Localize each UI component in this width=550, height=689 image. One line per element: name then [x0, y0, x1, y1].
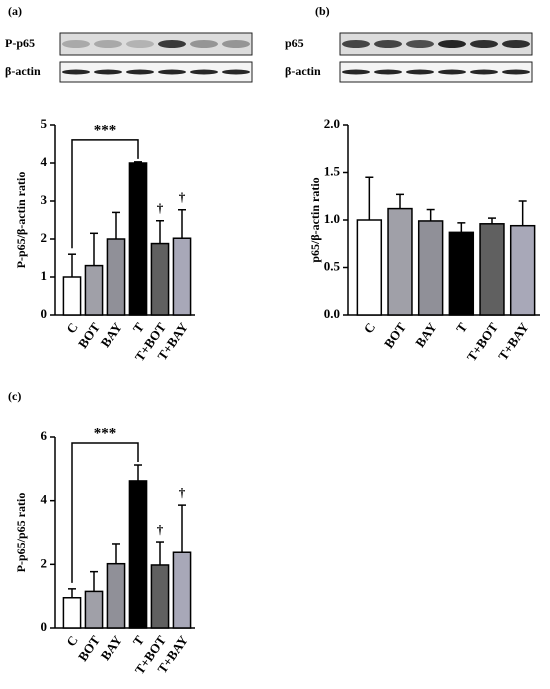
x-tick-label: T+BAY [495, 319, 532, 363]
blot-label: β-actin [285, 64, 321, 78]
blot-band [190, 69, 218, 75]
blot-band [342, 40, 370, 48]
bar [62, 597, 82, 629]
blot-label: β-actin [5, 64, 41, 78]
y-tick-label: 4 [41, 492, 48, 507]
significance-bracket [71, 442, 139, 583]
y-tick-label: 1 [41, 268, 48, 283]
significance-label: † [157, 522, 164, 537]
y-axis-label: P-p65/β-actin ratio [14, 172, 28, 269]
blot-band [470, 40, 498, 48]
bar [84, 590, 104, 629]
y-tick-label: 0 [41, 619, 48, 634]
blot-background [59, 32, 253, 56]
bar [128, 480, 148, 629]
bar [172, 237, 192, 316]
bar [387, 207, 413, 316]
blot-band [470, 69, 498, 75]
bar [356, 219, 383, 316]
blot-background [59, 61, 253, 83]
x-tick-label: T [130, 320, 147, 336]
y-tick-label: 0.0 [324, 306, 340, 321]
x-tick-label: C [361, 320, 379, 336]
blot-band [62, 40, 90, 48]
x-tick-label: BOT [75, 320, 103, 351]
y-tick-label: 2 [41, 230, 48, 245]
x-tick-label: BAY [98, 632, 126, 663]
blot-band [502, 40, 530, 48]
blot-background [339, 61, 533, 83]
bar [106, 238, 126, 316]
significance-label: † [179, 485, 186, 500]
bar [106, 562, 126, 629]
y-tick-label: 1.0 [324, 211, 340, 226]
x-tick-label: T [453, 320, 470, 336]
blot-band [342, 69, 370, 75]
bar [509, 224, 536, 316]
significance-label: *** [94, 122, 117, 138]
bar [150, 564, 170, 629]
x-tick-label: BAY [412, 319, 440, 350]
blot-band [158, 69, 186, 75]
x-tick-label: BOT [381, 320, 409, 351]
y-tick-label: 2.0 [324, 116, 340, 131]
blot-band [190, 40, 218, 48]
y-axis-label: p65/β-actin ratio [308, 177, 322, 262]
blot-band [62, 69, 90, 75]
y-tick-label: 6 [41, 428, 48, 443]
significance-label: † [179, 190, 186, 205]
x-tick-label: C [63, 633, 81, 649]
bar [417, 220, 444, 316]
bar [479, 223, 505, 316]
blot-band [222, 69, 250, 75]
blot-band [374, 40, 402, 48]
blot-label: p65 [285, 36, 304, 50]
panel-label: (b) [315, 4, 330, 18]
significance-bracket [71, 139, 139, 249]
bar [128, 162, 148, 316]
x-tick-label: BOT [75, 633, 103, 664]
blot-background [339, 32, 533, 56]
y-tick-label: 0 [41, 306, 48, 321]
blot-band [438, 69, 466, 75]
panel-label: (c) [8, 389, 21, 403]
blot-band [126, 69, 154, 75]
bar [172, 551, 192, 629]
blot-band [94, 69, 122, 75]
x-tick-label: C [63, 320, 81, 336]
x-tick-label: T [130, 633, 147, 649]
y-tick-label: 2 [41, 555, 48, 570]
blot-band [94, 40, 122, 48]
blot-band [374, 69, 402, 75]
blot-band [158, 40, 186, 48]
y-tick-label: 5 [41, 116, 48, 131]
blot-band [126, 40, 154, 48]
y-axis-label: P-p65/p65 ratio [14, 493, 28, 573]
x-tick-label: T+BOT [464, 320, 501, 365]
panel-label: (a) [8, 4, 22, 18]
blot-label: P-p65 [5, 36, 35, 50]
y-tick-label: 1.5 [324, 163, 341, 178]
x-tick-label: BAY [98, 319, 126, 350]
y-tick-label: 0.5 [324, 258, 341, 273]
blot-band [502, 69, 530, 75]
blot-band [406, 69, 434, 75]
bar [150, 242, 170, 316]
significance-label: † [157, 201, 164, 216]
bar [84, 264, 104, 316]
y-tick-label: 4 [41, 154, 48, 169]
blot-band [406, 40, 434, 48]
bar [448, 231, 475, 316]
blot-band [222, 40, 250, 48]
significance-label: *** [94, 425, 117, 441]
y-tick-label: 3 [41, 192, 48, 207]
blot-band [438, 40, 466, 48]
bar [62, 276, 82, 316]
